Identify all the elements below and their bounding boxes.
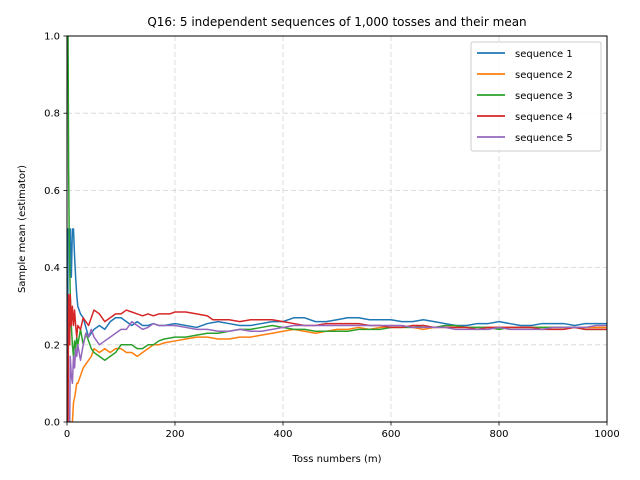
x-tick-label: 1000 bbox=[594, 429, 619, 440]
x-tick-label: 0 bbox=[64, 429, 70, 440]
y-tick-label: 0.2 bbox=[44, 340, 60, 351]
legend-label: sequence 5 bbox=[515, 133, 573, 144]
chart-title: Q16: 5 independent sequences of 1,000 to… bbox=[147, 15, 526, 29]
ticks: 0 200 400 600 800 1000 0.0 0.2 0.4 0.6 0.8 1.0 bbox=[44, 32, 620, 441]
legend-label: sequence 3 bbox=[515, 91, 573, 102]
series-line-4 bbox=[67, 293, 607, 422]
y-tick-label: 0.4 bbox=[44, 263, 60, 274]
x-axis-label: Toss numbers (m) bbox=[291, 454, 381, 465]
series-line-1 bbox=[67, 228, 607, 422]
y-tick-label: 0.8 bbox=[44, 109, 60, 120]
y-axis-label: Sample mean (estimator) bbox=[17, 165, 28, 293]
x-tick-label: 200 bbox=[165, 429, 184, 440]
x-tick-label: 600 bbox=[381, 429, 400, 440]
x-tick-label: 400 bbox=[273, 429, 292, 440]
legend-label: sequence 1 bbox=[515, 49, 573, 60]
y-tick-label: 0.0 bbox=[44, 418, 60, 429]
y-tick-label: 1.0 bbox=[44, 32, 60, 43]
legend-box bbox=[470, 41, 602, 152]
legend-label: sequence 4 bbox=[515, 112, 573, 123]
series-line-5 bbox=[67, 320, 607, 422]
plot-frame bbox=[66, 35, 608, 423]
legend: sequence 1 sequence 2 sequence 3 sequence 4… bbox=[470, 41, 602, 152]
legend-label: sequence 2 bbox=[515, 70, 573, 81]
x-tick-label: 800 bbox=[489, 429, 508, 440]
series-group bbox=[67, 36, 607, 422]
y-tick-label: 0.6 bbox=[44, 186, 60, 197]
